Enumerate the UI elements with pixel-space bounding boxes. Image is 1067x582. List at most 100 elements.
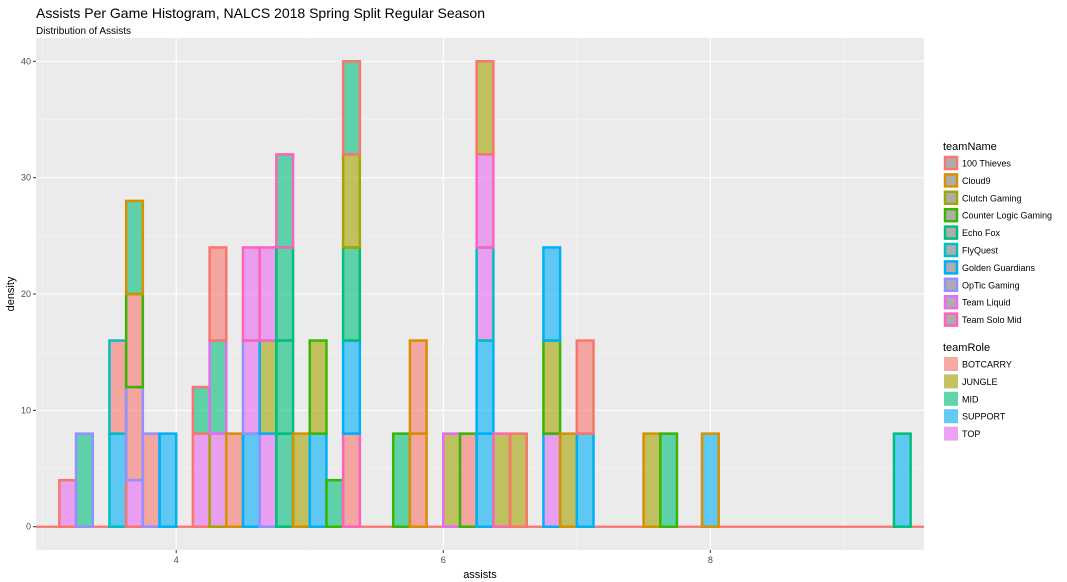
histogram-bar xyxy=(458,432,478,528)
histogram-bar xyxy=(108,432,128,528)
histogram-bar xyxy=(241,246,261,342)
histogram-bar xyxy=(542,246,562,342)
y-tick-label: 30 xyxy=(21,173,31,183)
legend-label: JUNGLE xyxy=(962,377,998,387)
bars-layer xyxy=(58,60,912,528)
histogram-bar xyxy=(475,246,495,342)
histogram-bar xyxy=(241,432,261,528)
histogram-bar xyxy=(341,153,362,249)
histogram-bar xyxy=(442,432,462,528)
x-axis-title: assists xyxy=(463,569,497,581)
histogram-bar xyxy=(341,60,362,156)
histogram-bar xyxy=(475,339,495,435)
histogram-bar xyxy=(158,432,178,528)
histogram-bar xyxy=(575,339,595,435)
histogram-bar xyxy=(124,292,145,389)
y-tick-label: 40 xyxy=(21,56,31,66)
histogram-bar xyxy=(58,478,78,528)
legend-title: teamRole xyxy=(943,342,990,354)
histogram-bar xyxy=(408,339,428,435)
histogram-bar xyxy=(475,60,495,156)
histogram-bar xyxy=(508,432,528,528)
y-tick-label: 20 xyxy=(21,289,31,299)
legend-key xyxy=(943,225,959,240)
y-tick-label: 0 xyxy=(26,522,31,532)
legend-label: Team Solo Mid xyxy=(962,315,1022,325)
histogram-bar xyxy=(124,199,145,296)
histogram-bar xyxy=(391,432,412,528)
legend-label: Counter Logic Gaming xyxy=(962,211,1052,221)
y-axis: 0 10 20 30 40 xyxy=(21,56,36,532)
legend-label: Cloud9 xyxy=(962,176,991,186)
histogram-bar xyxy=(408,432,428,528)
histogram-bar xyxy=(258,432,278,528)
histogram-bar xyxy=(124,478,145,528)
histogram-bar xyxy=(191,432,211,528)
legend-key xyxy=(944,357,958,371)
x-tick-label: 4 xyxy=(174,555,179,565)
histogram-bar xyxy=(275,339,295,435)
legend-key xyxy=(943,242,959,258)
x-tick-label: 8 xyxy=(708,555,713,565)
legend-key xyxy=(944,426,958,441)
histogram-bar xyxy=(700,432,720,528)
histogram-bar xyxy=(492,432,512,528)
histogram-bar xyxy=(124,385,145,482)
legend-label: SUPPORT xyxy=(962,412,1006,422)
legend-label: OpTic Gaming xyxy=(962,280,1020,290)
histogram-bar xyxy=(308,432,328,528)
histogram-bar xyxy=(558,432,579,528)
y-axis-title: density xyxy=(5,276,17,311)
histogram-bar xyxy=(275,432,295,528)
histogram-bar xyxy=(208,432,228,528)
histogram-bar xyxy=(275,246,295,342)
histogram-bar xyxy=(892,432,912,528)
histogram-bar xyxy=(141,432,161,528)
legend-key xyxy=(943,260,959,275)
histogram-bar xyxy=(108,339,128,435)
legend-label: Golden Guardians xyxy=(962,263,1036,273)
legends: teamName 100 Thieves Cloud9 Clutch Gaming Co… xyxy=(943,141,1052,441)
histogram-bar xyxy=(642,432,662,528)
chart-title: Assists Per Game Histogram, NALCS 2018 S… xyxy=(36,5,485,21)
histogram-bar xyxy=(258,246,278,342)
histogram-bar xyxy=(341,339,362,435)
histogram-bar xyxy=(225,432,245,528)
histogram-bar xyxy=(341,432,362,528)
histogram-bar xyxy=(575,432,595,528)
legend-label: 100 Thieves xyxy=(962,159,1011,169)
histogram-bar xyxy=(341,246,362,342)
legend-key xyxy=(943,173,959,188)
legend-label: Team Liquid xyxy=(962,298,1011,308)
legend-label: FlyQuest xyxy=(962,246,999,256)
histogram-bar xyxy=(291,432,311,528)
histogram-bar xyxy=(475,432,495,528)
legend-label: TOP xyxy=(962,429,980,439)
legend-key xyxy=(944,409,958,424)
legend-key xyxy=(943,277,959,293)
histogram-bar xyxy=(208,246,228,342)
legend-key xyxy=(944,374,958,389)
x-axis: 4 6 8 xyxy=(174,550,713,565)
histogram-bar xyxy=(241,339,261,435)
histogram-bar xyxy=(325,478,345,528)
legend-key xyxy=(943,312,959,327)
histogram-bar xyxy=(659,432,679,528)
histogram-bar xyxy=(475,153,495,249)
legend-key xyxy=(944,391,958,406)
histogram-bar xyxy=(542,432,562,528)
histogram-bar xyxy=(275,153,295,249)
legend-key xyxy=(943,190,959,206)
legend-title: teamName xyxy=(943,141,997,153)
legend-label: Echo Fox xyxy=(962,228,1001,238)
y-tick-label: 10 xyxy=(21,405,31,415)
histogram-bar xyxy=(74,432,95,528)
legend-key xyxy=(943,294,959,310)
histogram-bar xyxy=(308,339,328,435)
legend-label: MID xyxy=(962,394,979,404)
legend-key xyxy=(943,207,959,223)
histogram-bar xyxy=(208,339,228,435)
histogram-bar xyxy=(258,339,278,435)
x-tick-label: 6 xyxy=(441,555,446,565)
